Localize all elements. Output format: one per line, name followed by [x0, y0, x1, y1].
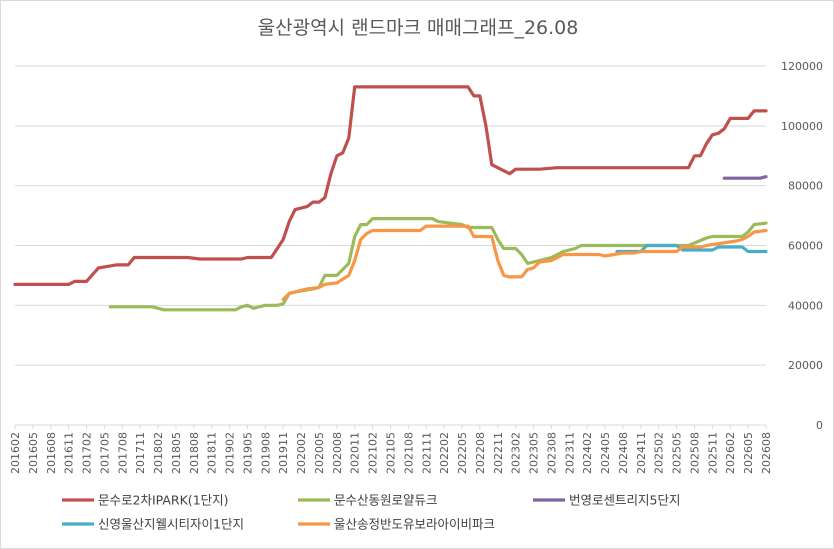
legend-label: 울산송정반도유보라아이비파크: [334, 517, 495, 532]
x-tick-label: 201902: [224, 432, 237, 474]
series-line-1: [13, 85, 768, 286]
x-tick-label: 201808: [188, 432, 201, 474]
y-tick-label: 120000: [781, 60, 823, 73]
legend-label: 문수로2차IPARK(1단지): [98, 493, 229, 508]
x-tick-label: 202202: [438, 432, 451, 474]
x-tick-label: 202005: [313, 432, 326, 474]
legend-label: 문수산동원로얄듀크: [334, 493, 438, 508]
x-tick-label: 201911: [277, 432, 290, 474]
y-tick-label: 20000: [788, 359, 823, 372]
x-tick-label: 202008: [331, 432, 344, 474]
x-tick-label: 201602: [9, 432, 22, 474]
x-tick-label: 202505: [671, 432, 684, 474]
x-tick-label: 202511: [706, 432, 719, 474]
x-tick-label: 201702: [81, 432, 94, 474]
x-tick-label: 201802: [152, 432, 165, 474]
x-tick-label: 201605: [27, 432, 40, 474]
x-tick-label: 201711: [134, 432, 147, 474]
x-tick-label: 202002: [295, 432, 308, 474]
x-tick-label: 202211: [492, 432, 505, 474]
x-tick-label: 201905: [241, 432, 254, 474]
x-tick-label: 202302: [510, 432, 523, 474]
x-tick-label: 202111: [420, 432, 433, 474]
x-tick-label: 201611: [63, 432, 76, 474]
y-tick-label: 40000: [788, 299, 823, 312]
series-line-5: [281, 224, 768, 301]
x-tick-label: 201608: [45, 432, 58, 474]
x-tick-label: 202508: [688, 432, 701, 474]
x-tick-label: 202102: [367, 432, 380, 474]
x-tick-label: 202502: [653, 432, 666, 474]
x-tick-label: 202208: [474, 432, 487, 474]
y-axis-ticks: 0 20000 40000 60000 80000 100000 120000: [781, 60, 823, 432]
x-tick-label: 202405: [599, 432, 612, 474]
y-tick-label: 100000: [781, 120, 823, 133]
x-tick-label: 201908: [259, 432, 272, 474]
x-tick-label: 202402: [581, 432, 594, 474]
x-tick-label: 202608: [760, 432, 773, 474]
chart-title: 울산광역시 랜드마크 매매그래프_26.08: [258, 17, 579, 39]
x-tick-label: 202105: [385, 432, 398, 474]
x-tick-label: 202311: [563, 432, 576, 474]
x-tick-label: 202011: [349, 432, 362, 474]
x-tick-label: 202205: [456, 432, 469, 474]
x-tick-label: 201708: [116, 432, 129, 474]
x-tick-label: 201805: [170, 432, 183, 474]
x-tick-label: 202602: [724, 432, 737, 474]
x-tick-label: 201811: [206, 432, 219, 474]
series-line-2: [108, 217, 768, 312]
x-tick-label: 202108: [402, 432, 415, 474]
legend-label: 신영울산지웰시티자이1단지: [98, 517, 244, 532]
series-line-3: [722, 175, 768, 180]
x-tick-label: 202411: [635, 432, 648, 474]
legend-label: 번영로센트리지5단지: [569, 493, 680, 508]
y-tick-label: 0: [816, 419, 823, 432]
y-tick-label: 80000: [788, 180, 823, 193]
series-lines: [13, 85, 768, 312]
y-tick-label: 60000: [788, 240, 823, 253]
x-tick-label: 202308: [545, 432, 558, 474]
legend: 문수로2차IPARK(1단지) 문수산동원로얄듀크 번영로센트리지5단지신영울산지웰…: [62, 493, 680, 532]
x-tick-label: 202305: [528, 432, 541, 474]
x-tick-label: 201705: [98, 432, 111, 474]
x-tick-label: 202605: [742, 432, 755, 474]
x-tick-label: 202408: [617, 432, 630, 474]
series-line-4: [615, 243, 768, 254]
x-axis-ticks: 201602 201605 201608 201611 201702 201705 2017…: [9, 425, 773, 474]
